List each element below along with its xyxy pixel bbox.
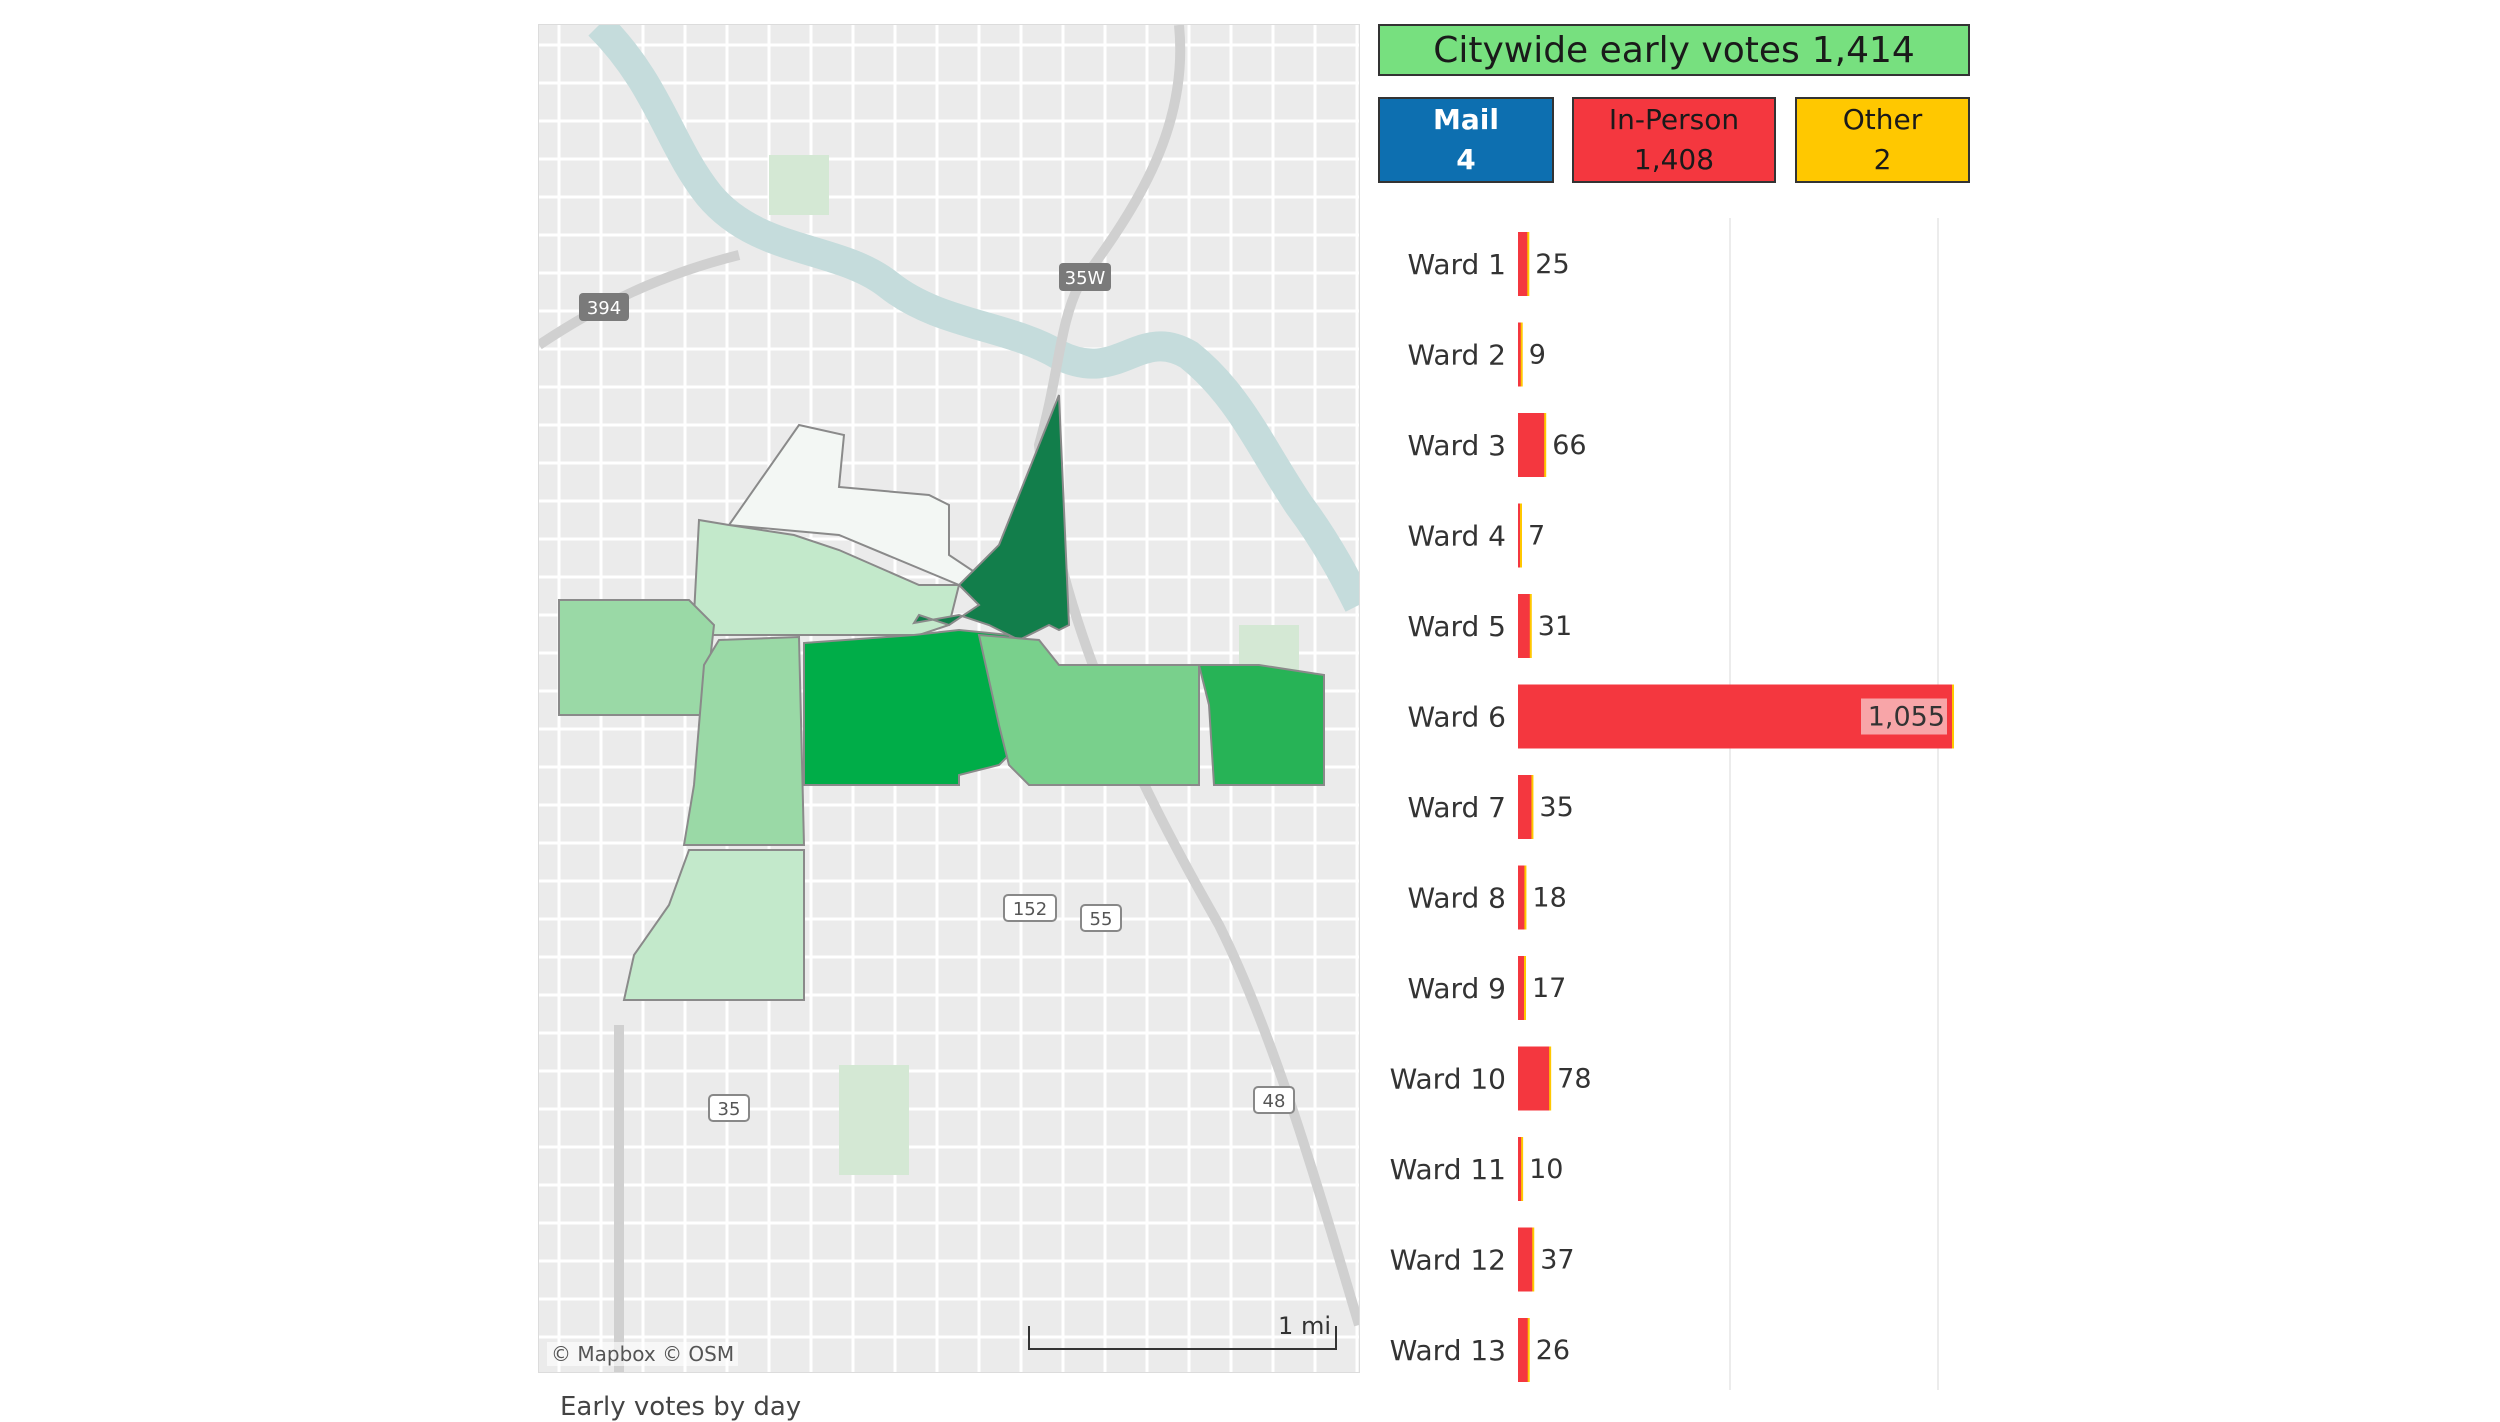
ward-bar-other-segment [1527,232,1530,296]
svg-text:35: 35 [718,1099,741,1120]
ward-map[interactable]: 394 35W 152 55 35 48 © Mapbox © OSM 1 mi [538,24,1360,1373]
ward-bar-other-segment [1524,956,1527,1020]
highway-394 [539,250,741,350]
mail-label: Mail [1433,103,1499,136]
total-value: 1,414 [1811,29,1915,71]
road-shield-35w: 35W [1059,263,1111,291]
ward-bar-other-segment [1521,1137,1524,1201]
ward-bar[interactable] [1518,956,1526,1020]
ward-bar[interactable] [1518,1318,1529,1382]
svg-text:55: 55 [1090,909,1113,930]
scale-label: 1 mi [1278,1312,1331,1340]
ward-label: Ward 3 [1407,429,1506,462]
ward-value-label: 17 [1532,973,1566,1004]
ward-label: Ward 5 [1407,610,1506,643]
ward-label: Ward 8 [1407,882,1506,915]
ward-bar[interactable] [1518,503,1521,568]
ward-label: Ward 4 [1407,520,1506,553]
ward-value-label: 31 [1538,611,1572,642]
ward-label: Ward 9 [1407,972,1506,1005]
ward-value-label: 78 [1557,1064,1591,1095]
ward-label: Ward 11 [1390,1153,1506,1186]
road-shield-55: 55 [1080,904,1122,932]
ward-value-label: 35 [1539,792,1573,823]
ward-bar[interactable] [1518,775,1533,839]
ward-bar-other-segment [1532,1227,1535,1292]
ward-value-label: 9 [1529,340,1546,371]
ward-value-label: 37 [1540,1245,1574,1276]
ward-value-label: 10 [1529,1154,1563,1185]
ward-bar-other-segment [1544,413,1547,477]
other-box[interactable]: Other 2 [1795,97,1970,183]
total-label: Citywide early votes [1433,29,1800,71]
ward-bar-other-segment [1529,594,1532,658]
svg-text:394: 394 [587,298,621,319]
ward-value-label: 7 [1528,521,1545,552]
footer-text: Early votes by day [560,1392,802,1422]
ward-polygon[interactable] [977,633,1200,786]
other-label: Other [1842,103,1923,136]
mail-box[interactable]: Mail 4 [1378,97,1554,183]
road-shield-48: 48 [1253,1086,1295,1114]
map-attribution[interactable]: © Mapbox © OSM [547,1342,739,1366]
ward-bar[interactable] [1518,1137,1523,1201]
ward-bar-other-segment [1520,503,1522,568]
svg-text:35W: 35W [1065,268,1106,289]
ward-bar[interactable] [1518,1046,1551,1111]
river [588,25,1359,612]
map-canvas[interactable]: 394 35W 152 55 35 48 [539,25,1359,1372]
svg-text:152: 152 [1013,899,1047,920]
in-person-label: In-Person [1608,103,1740,136]
road-shield-35: 35 [708,1094,750,1122]
ward-polygon[interactable] [558,599,716,716]
ward-polygon[interactable] [682,635,806,846]
ward-bar-other-segment [1531,775,1534,839]
ward-label: Ward 2 [1407,339,1506,372]
other-value: 2 [1873,143,1892,176]
park [839,1065,909,1175]
ward-label: Ward 12 [1390,1244,1506,1277]
ward-bar[interactable] [1518,232,1529,296]
ward-label: Ward 1 [1407,248,1506,281]
scale-bar: 1 mi [1028,1312,1337,1350]
ward-bar-other-segment [1527,1318,1530,1382]
ward-polygon[interactable] [622,849,805,1001]
ward-value-label: 1,055 [1868,702,1945,733]
road-shield-394: 394 [579,293,629,321]
road-shield-152: 152 [1003,894,1057,922]
ward-value-label: 66 [1552,430,1586,461]
ward-bar-other-segment [1520,322,1523,387]
ward-bar[interactable] [1518,413,1546,477]
ward-value-label: 25 [1535,249,1569,280]
ward-label: Ward 6 [1407,701,1506,734]
ward-label: Ward 13 [1390,1334,1506,1367]
ward-bar-other-segment [1524,865,1527,930]
ward-value-label: 18 [1532,883,1566,914]
ward-value-label: 26 [1536,1335,1570,1366]
ward-bar[interactable] [1518,865,1526,930]
citywide-total-box: Citywide early votes 1,414 [1378,24,1970,76]
ward-label: Ward 10 [1390,1063,1506,1096]
park [769,155,829,215]
ward-bar[interactable] [1518,322,1522,387]
value-label-background [1861,698,1947,735]
ward-bar[interactable] [1518,1227,1534,1292]
svg-text:48: 48 [1263,1091,1286,1112]
ward-label: Ward 7 [1407,791,1506,824]
ward-bar[interactable] [1518,594,1531,658]
in-person-box[interactable]: In-Person 1,408 [1572,97,1776,183]
ward-polygon[interactable] [1059,664,1325,786]
ward-bar-other-segment [1952,684,1954,749]
ward-bar-chart: Ward 1 25 Ward 2 9 Ward 3 66 Ward 4 7 Ward 5 31 Wa… [1390,218,1954,1390]
in-person-value: 1,408 [1633,143,1715,176]
ward-bar-other-segment [1549,1046,1552,1111]
mail-value: 4 [1456,143,1476,176]
ward-polygon[interactable] [911,394,1071,642]
